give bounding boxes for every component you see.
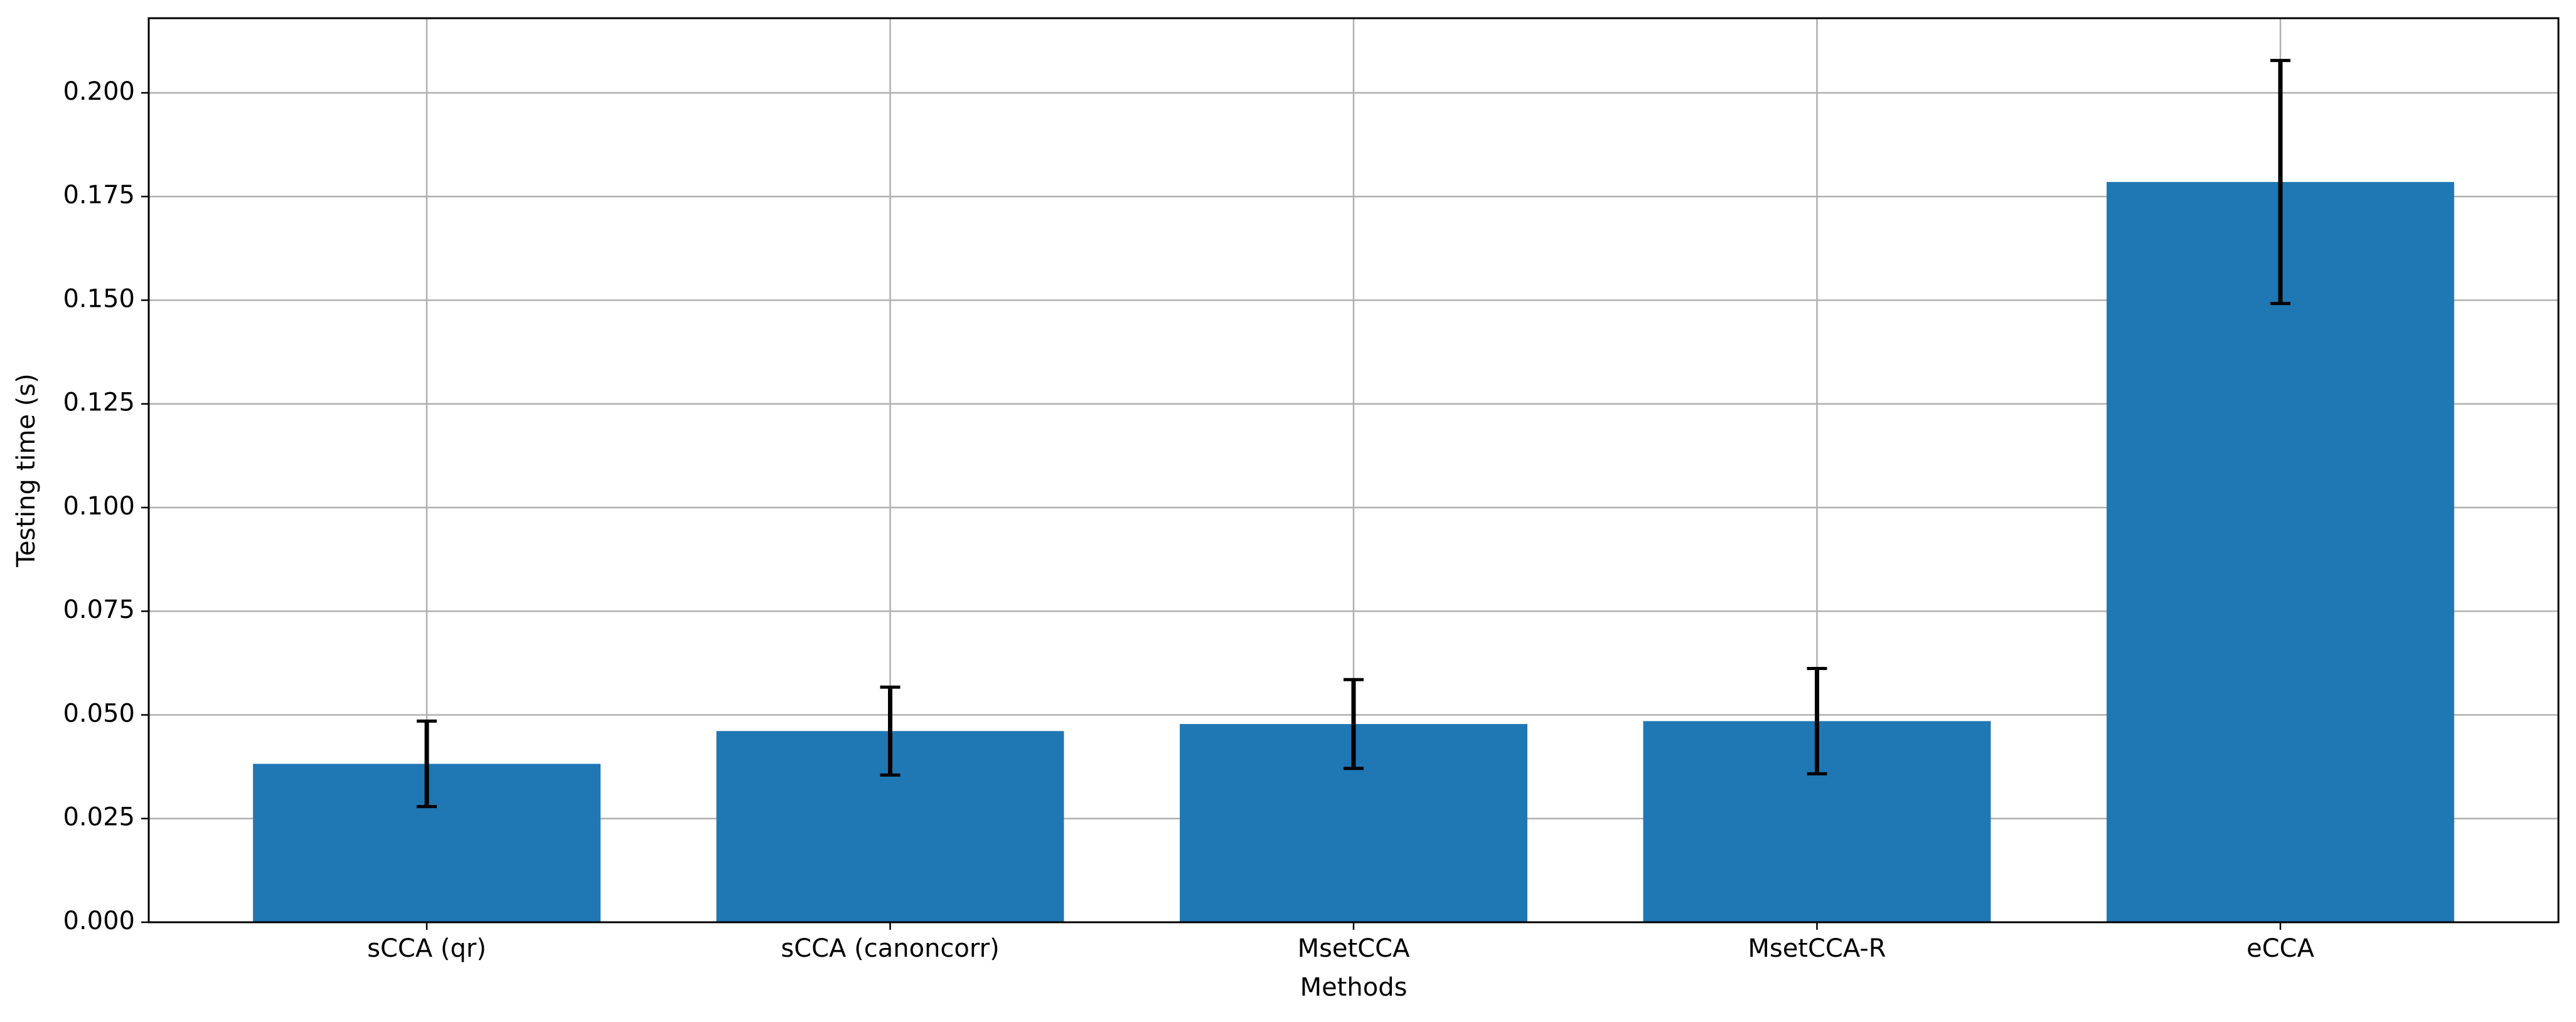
x-tick-label: sCCA (canoncorr) <box>781 934 999 963</box>
x-tick-label: MsetCCA <box>1298 934 1411 963</box>
y-tick-label: 0.100 <box>63 492 135 521</box>
y-axis-label: Testing time (s) <box>12 373 41 567</box>
y-tick-label: 0.025 <box>63 803 135 832</box>
x-tick-label: sCCA (qr) <box>367 934 486 963</box>
bar <box>2107 182 2454 922</box>
y-tick-label: 0.050 <box>63 699 135 728</box>
y-tick-label: 0.175 <box>63 181 135 210</box>
y-tick-label: 0.075 <box>63 595 135 624</box>
x-tick-label: MsetCCA-R <box>1748 934 1886 963</box>
x-tick-label: eCCA <box>2247 934 2314 963</box>
x-axis-label: Methods <box>1300 973 1408 1002</box>
bar-layer <box>253 182 2454 922</box>
tick-layer: 0.000 0.025 0.050 0.075 0.100 0.125 0.150 0.175… <box>63 77 2314 963</box>
error-bar-layer <box>417 58 2290 809</box>
y-tick-label: 0.150 <box>63 284 135 313</box>
y-tick-label: 0.200 <box>63 77 135 106</box>
y-tick-label: 0.000 <box>63 907 135 935</box>
y-tick-label: 0.125 <box>63 388 135 417</box>
